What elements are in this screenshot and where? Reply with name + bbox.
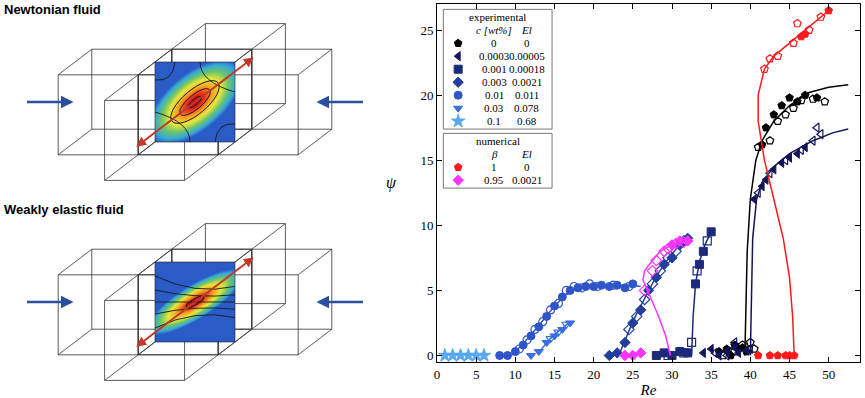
svg-text:0.011: 0.011	[515, 89, 539, 101]
svg-text:numerical: numerical	[476, 135, 520, 147]
svg-text:ψ: ψ	[386, 174, 397, 192]
svg-text:experimental: experimental	[469, 11, 526, 23]
svg-text:25: 25	[420, 23, 433, 38]
svg-text:0.0003: 0.0003	[479, 50, 510, 62]
svg-text:1: 1	[491, 161, 497, 173]
svg-text:0.001: 0.001	[482, 63, 507, 75]
svg-text:0.1: 0.1	[487, 115, 501, 127]
svg-text:45: 45	[783, 367, 796, 382]
svg-text:0: 0	[491, 37, 497, 49]
svg-text:15: 15	[548, 367, 561, 382]
svg-text:20: 20	[420, 88, 433, 103]
svg-text:10: 10	[420, 218, 433, 233]
svg-text:10: 10	[509, 367, 522, 382]
svg-text:20: 20	[587, 367, 600, 382]
svg-text:0: 0	[427, 348, 434, 363]
svg-text:0.00018: 0.00018	[509, 63, 545, 75]
svg-text:β: β	[491, 148, 498, 160]
svg-text:El: El	[521, 24, 532, 36]
svg-text:0.0021: 0.0021	[512, 76, 542, 88]
svg-text:0.0021: 0.0021	[512, 174, 542, 186]
svg-text:5: 5	[473, 367, 480, 382]
svg-text:0.95: 0.95	[484, 174, 504, 186]
svg-text:30: 30	[666, 367, 679, 382]
svg-text:0.078: 0.078	[514, 102, 539, 114]
svg-text:c [wt%]: c [wt%]	[476, 24, 512, 36]
svg-text:0.003: 0.003	[482, 76, 507, 88]
svg-text:35: 35	[705, 367, 718, 382]
svg-text:15: 15	[420, 153, 433, 168]
svg-text:50: 50	[822, 367, 835, 382]
svg-text:40: 40	[744, 367, 757, 382]
svg-text:25: 25	[626, 367, 639, 382]
svg-text:0.01: 0.01	[485, 89, 504, 101]
svg-text:Weakly elastic fluid: Weakly elastic fluid	[4, 202, 124, 217]
svg-text:5: 5	[427, 283, 434, 298]
svg-text:Newtonian fluid: Newtonian fluid	[4, 2, 101, 17]
svg-text:0: 0	[524, 37, 530, 49]
svg-text:0: 0	[434, 367, 441, 382]
svg-text:El: El	[521, 148, 532, 160]
svg-text:0: 0	[524, 161, 530, 173]
svg-text:0.03: 0.03	[484, 102, 504, 114]
svg-text:Re: Re	[640, 382, 657, 398]
svg-text:0.68: 0.68	[517, 115, 537, 127]
svg-text:0.00005: 0.00005	[509, 50, 545, 62]
